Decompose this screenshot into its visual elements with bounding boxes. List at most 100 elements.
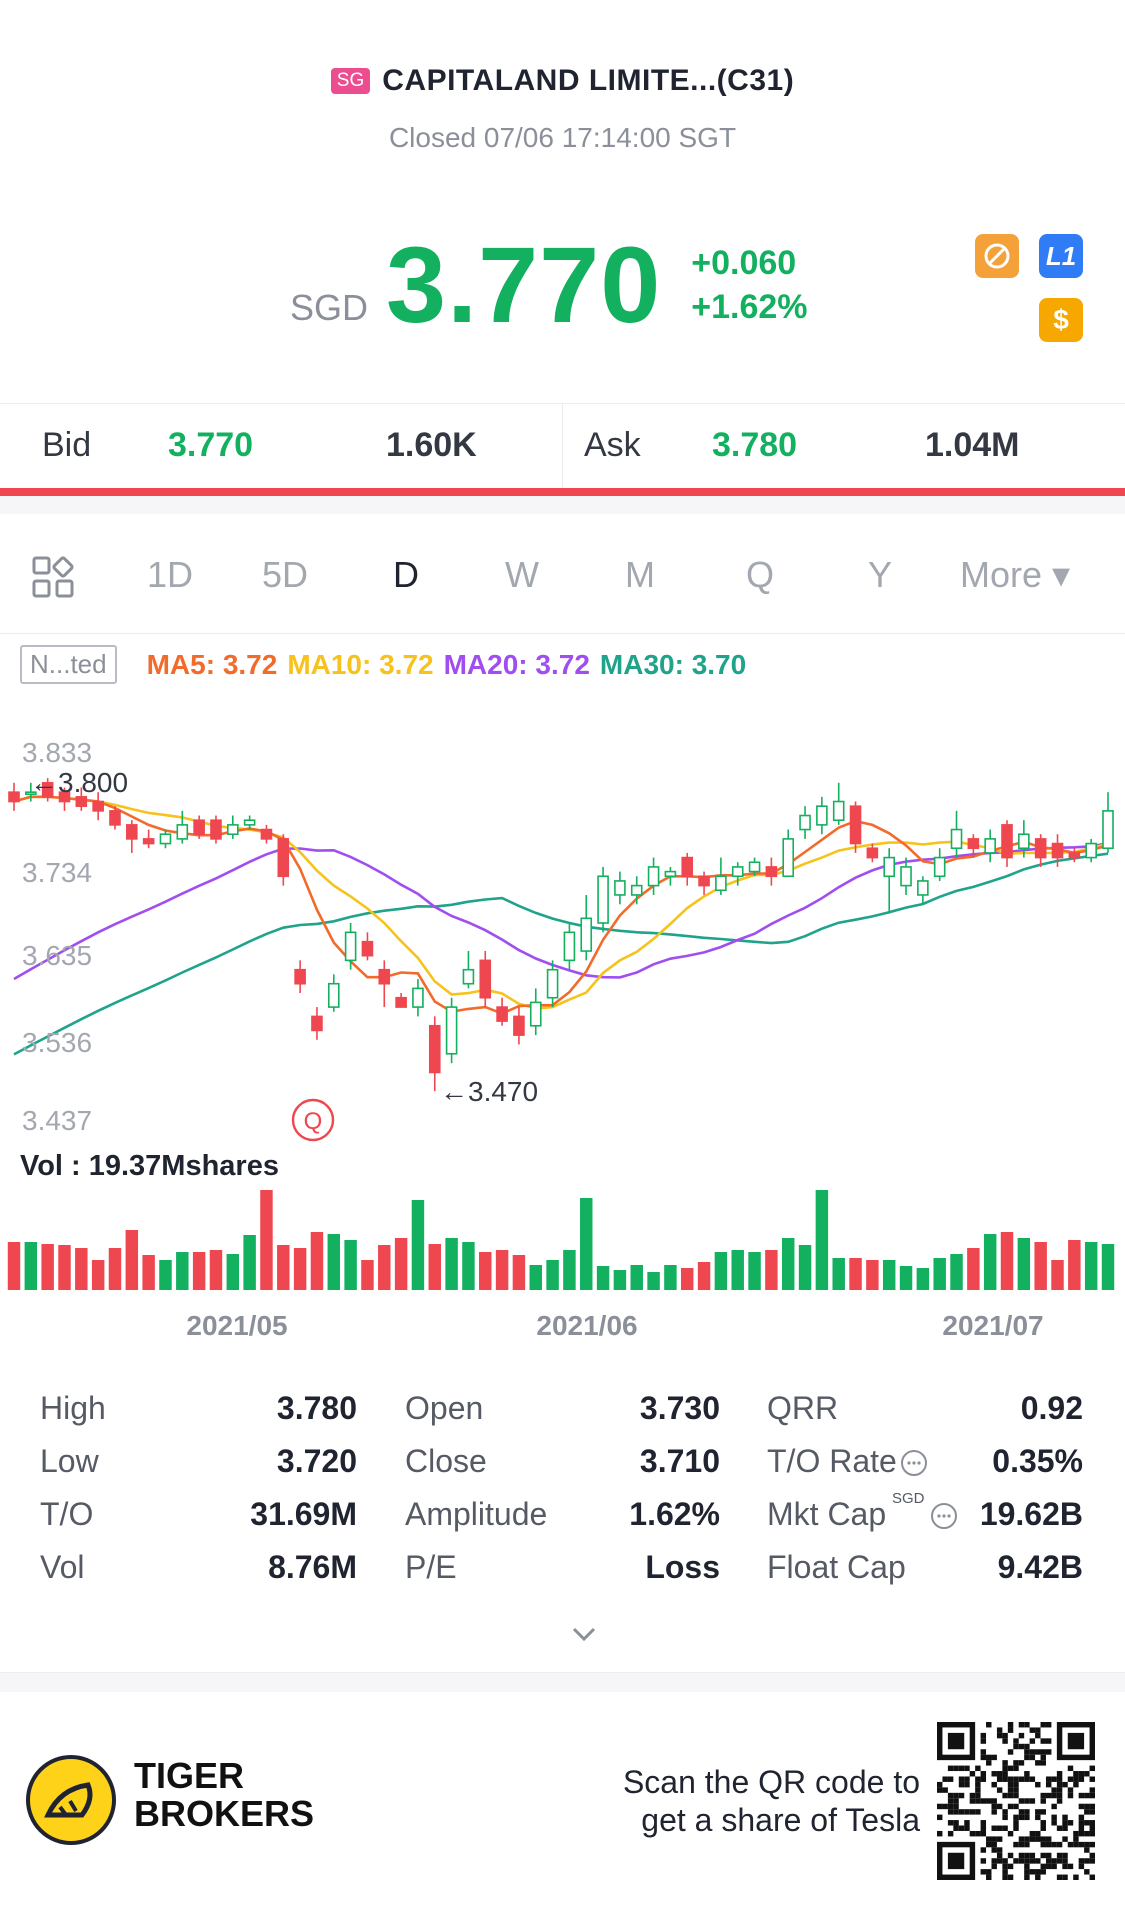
volume-bar xyxy=(630,1265,643,1290)
candle-body xyxy=(243,819,256,826)
volume-bar xyxy=(849,1258,862,1290)
footer-gap xyxy=(0,1672,1125,1692)
tiger-logo-icon xyxy=(26,1755,116,1845)
candle-body xyxy=(866,847,879,859)
stat-label: Open xyxy=(405,1390,484,1426)
candle-body xyxy=(41,782,54,798)
volume-bar xyxy=(293,1248,307,1290)
market-badge: SG xyxy=(330,68,371,94)
candle-body xyxy=(142,838,155,845)
ma-legend: N...ted MA5: 3.72 MA10: 3.72 MA20: 3.72 … xyxy=(20,645,756,684)
candle-body xyxy=(664,870,677,878)
dollar-icon[interactable]: $ xyxy=(1039,298,1083,342)
candle-body xyxy=(25,791,37,795)
volume-bar xyxy=(950,1254,963,1290)
volume-bar xyxy=(866,1260,879,1290)
candle-body xyxy=(445,1006,458,1055)
stat-label: QRR xyxy=(767,1390,839,1426)
stat-label: Close xyxy=(405,1443,487,1479)
no-entry-icon[interactable] xyxy=(975,234,1019,278)
candle-body xyxy=(1001,824,1013,859)
stat-value: 3.780 xyxy=(276,1390,357,1426)
bid-ask-ratio-bar xyxy=(0,488,1125,496)
volume-bar xyxy=(882,1260,896,1290)
q-marker-circle xyxy=(291,1098,335,1142)
volume-bar xyxy=(260,1190,273,1290)
tab-m[interactable]: M xyxy=(625,554,655,595)
candlestick-chart[interactable]: ←3.800 ←3.470 Q 2021/05 2021/06 2021/07 xyxy=(0,720,1125,1340)
volume-bar xyxy=(1017,1238,1031,1290)
chevron-down-icon[interactable] xyxy=(570,1620,598,1648)
volume-bar xyxy=(41,1244,54,1290)
level1-icon[interactable]: L1 xyxy=(1039,234,1083,278)
volume-bar xyxy=(277,1245,290,1290)
price-row: SGD 3.770 +0.060 +1.62% xyxy=(290,231,808,339)
title-row: SG CAPITALAND LIMITE...(C31) xyxy=(0,64,1125,98)
volume-bar xyxy=(176,1252,189,1290)
volume-bar xyxy=(832,1258,845,1290)
price-chart[interactable]: ←3.800 ←3.470 Q 2021/05 2021/06 2021/07 3.833… xyxy=(0,720,1125,1340)
candle-body xyxy=(479,959,492,999)
volume-bar xyxy=(192,1252,206,1290)
volume-bar xyxy=(310,1232,324,1290)
stat-value: 31.69M xyxy=(250,1496,357,1532)
candle-body xyxy=(900,866,912,887)
volume-bar xyxy=(967,1248,980,1290)
ma20-label: MA20: 3.72 xyxy=(443,648,590,680)
promo-line2: get a share of Tesla xyxy=(641,1802,920,1838)
info-icon[interactable] xyxy=(930,1502,958,1530)
price-change: +0.060 xyxy=(691,244,797,282)
volume-bar xyxy=(378,1245,391,1290)
tab-y[interactable]: Y xyxy=(868,554,893,595)
candle-body xyxy=(597,875,609,924)
volume-bar xyxy=(664,1265,677,1290)
tab-1d[interactable]: 1D xyxy=(147,554,194,595)
tab-more[interactable]: More ▾ xyxy=(960,554,1071,595)
stat-value: 19.62B xyxy=(979,1496,1083,1532)
candle-body xyxy=(311,1015,323,1032)
volume-bar xyxy=(58,1245,71,1290)
high-marker: ←3.800 xyxy=(30,767,128,798)
tab-q[interactable]: Q xyxy=(746,554,775,595)
tab-5d[interactable]: 5D xyxy=(262,554,309,595)
info-icon[interactable] xyxy=(900,1449,928,1477)
volume-bar xyxy=(344,1240,357,1290)
stat-value: 3.720 xyxy=(276,1443,357,1479)
stat-value: 0.35% xyxy=(992,1443,1083,1479)
candle-body xyxy=(698,875,710,887)
x-tick-label: 2021/05 xyxy=(186,1310,287,1340)
volume-bar xyxy=(209,1250,223,1290)
ma5-label: MA5: 3.72 xyxy=(146,648,278,680)
candle-body xyxy=(193,819,205,836)
candle-body xyxy=(8,791,20,803)
indicator-selector[interactable]: N...ted xyxy=(20,645,117,684)
candle-body xyxy=(984,838,996,854)
volume-bar xyxy=(731,1250,744,1290)
stock-title[interactable]: CAPITALAND LIMITE...(C31) xyxy=(382,64,795,97)
volume-bar xyxy=(226,1254,240,1290)
stat-value: 1.62% xyxy=(629,1496,720,1532)
candle-body xyxy=(428,1024,441,1074)
candle-body xyxy=(378,968,391,985)
volume-bar xyxy=(748,1252,761,1290)
low-marker: ←3.470 xyxy=(440,1076,538,1107)
x-tick-label: 2021/06 xyxy=(536,1310,637,1340)
grid-icon[interactable] xyxy=(32,556,74,598)
volume-bar xyxy=(361,1260,374,1290)
stat-label: Low xyxy=(40,1443,99,1479)
candle-body xyxy=(1034,838,1047,859)
volume-bar xyxy=(159,1260,172,1290)
candle-body xyxy=(917,880,929,896)
tab-d[interactable]: D xyxy=(393,554,419,595)
bid-ask-bar: Bid 3.770 1.60K Ask 3.780 1.04M xyxy=(0,403,1125,489)
brand-name: TIGER BROKERS xyxy=(134,1757,314,1833)
candle-body xyxy=(1102,810,1114,850)
candle-body xyxy=(227,824,239,836)
tab-w[interactable]: W xyxy=(505,554,539,595)
candle-body xyxy=(748,861,761,873)
candle-body xyxy=(529,1001,542,1027)
candle-body xyxy=(395,996,407,1008)
volume-bar xyxy=(327,1234,341,1290)
volume-bar xyxy=(781,1238,795,1290)
qr-code-icon[interactable] xyxy=(937,1722,1095,1880)
